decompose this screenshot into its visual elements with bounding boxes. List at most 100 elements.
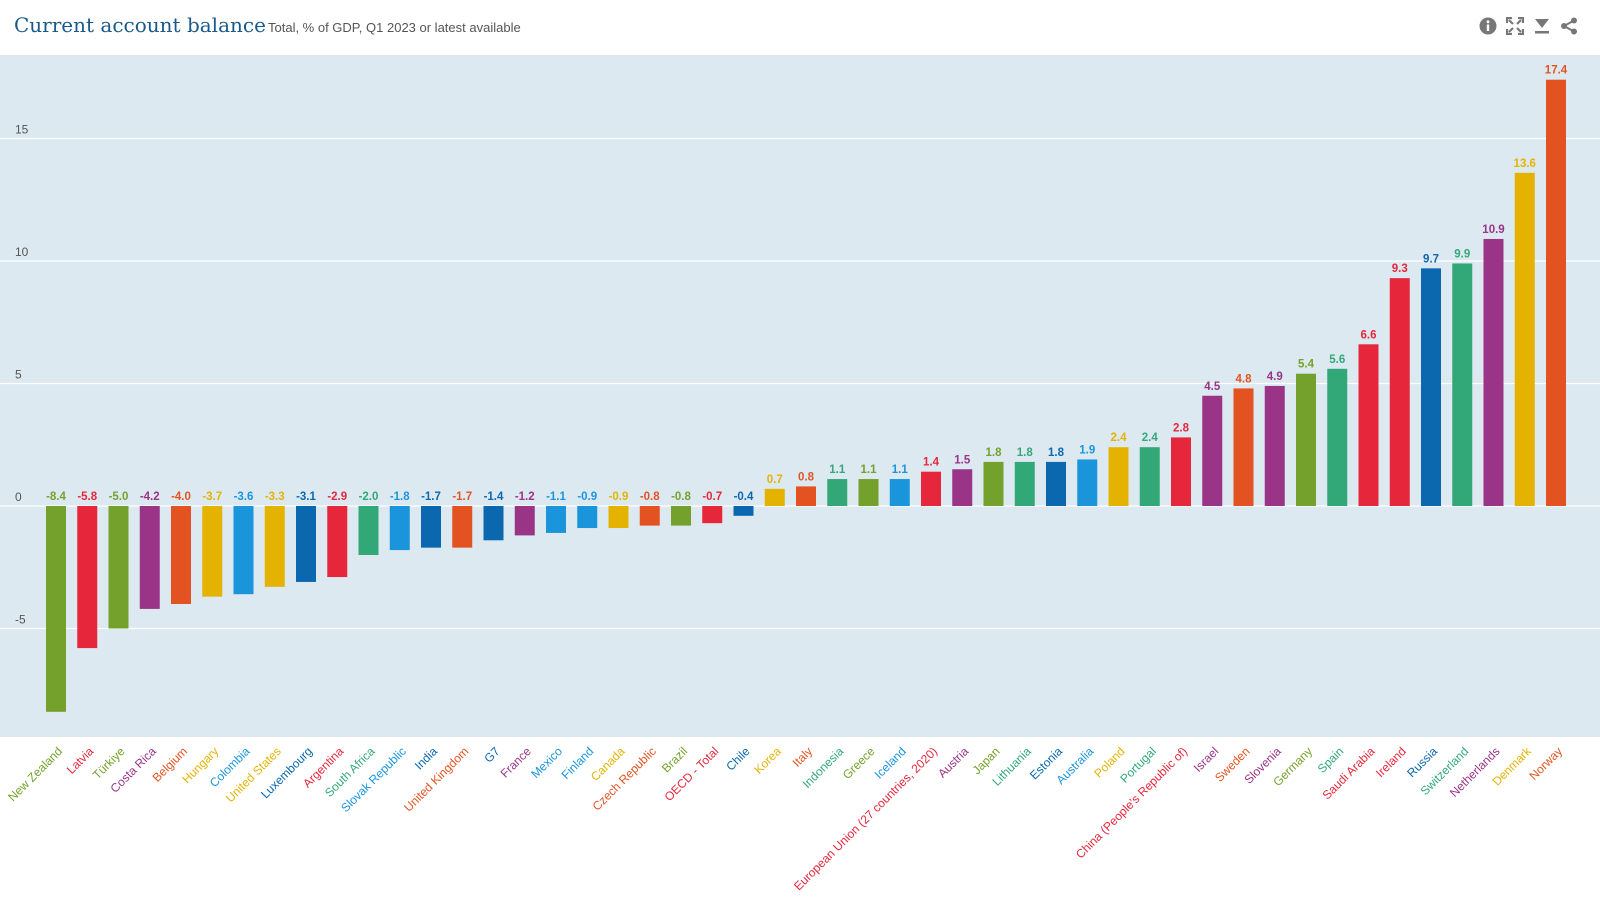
bar[interactable] [233,506,254,595]
bar[interactable] [421,506,441,548]
bar[interactable] [264,506,285,587]
bar[interactable] [764,488,785,506]
data-label: 4.5 [1204,381,1221,393]
bar[interactable] [139,506,160,609]
bar[interactable] [1452,263,1473,506]
data-label: 0.8 [798,471,815,483]
data-label: -1.7 [421,491,441,503]
data-label: -0.8 [640,491,660,503]
bar[interactable] [1171,437,1191,506]
data-label: 1.8 [1017,447,1034,459]
bar[interactable] [1139,447,1160,506]
bar[interactable] [1514,172,1535,507]
data-label: 9.7 [1423,253,1439,265]
bar[interactable] [1296,373,1316,506]
bar[interactable] [1202,395,1223,506]
data-label: 1.8 [986,447,1003,459]
x-tick-label: Greece [840,744,878,782]
data-label: 5.4 [1298,359,1315,371]
bar[interactable] [389,506,410,551]
bar[interactable] [671,506,691,526]
data-label: -0.9 [609,491,629,503]
x-tick-label: Korea [751,744,784,777]
chart-title: Current account balance [14,13,266,37]
bar[interactable] [921,471,941,506]
x-tick-label: Italy [790,744,815,769]
data-label: -0.4 [734,491,754,503]
data-label: 4.8 [1236,373,1253,385]
data-label: 2.4 [1111,432,1128,444]
bar[interactable] [77,506,98,649]
bar[interactable] [514,506,535,536]
bar[interactable] [1421,268,1441,506]
bar[interactable] [639,506,660,526]
bar[interactable] [1233,388,1254,506]
download-icon[interactable] [1532,16,1551,35]
bar[interactable] [452,506,473,548]
chart-toolbar [1478,16,1578,35]
bar[interactable] [889,479,910,506]
x-tick-label: Mexico [528,744,565,781]
bar[interactable] [952,469,973,506]
data-label: -4.2 [140,491,160,503]
fullscreen-icon[interactable] [1505,16,1524,35]
data-label: -1.1 [546,491,566,503]
bar[interactable] [108,506,129,629]
bar[interactable] [1546,79,1566,506]
data-label: 2.8 [1173,422,1190,434]
bar[interactable] [1358,344,1379,506]
bar[interactable] [1014,461,1035,506]
x-tick-label: New Zealand [5,744,65,804]
bars [46,79,1566,712]
data-label: -1.7 [452,491,472,503]
bar[interactable] [1327,368,1348,506]
bar[interactable] [1077,459,1098,506]
bar[interactable] [202,506,223,597]
bar[interactable] [608,506,629,529]
x-tick-label: Austria [935,744,972,781]
x-tick-label: Norway [1526,744,1565,783]
data-label: -8.4 [46,491,66,503]
bar[interactable] [1046,461,1066,506]
data-label: -3.1 [296,491,316,503]
data-label: 13.6 [1514,158,1536,170]
x-tick-label: G7 [481,744,502,765]
y-axis: -5 0 5 10 15 [15,123,29,627]
bar[interactable] [171,506,191,604]
data-label: -5.0 [109,491,129,503]
bar[interactable] [577,506,598,529]
bar[interactable] [358,506,379,555]
data-label: -0.7 [702,491,722,503]
data-label: 2.4 [1142,432,1159,444]
data-label: 6.6 [1361,329,1377,341]
chart-subtitle: Total, % of GDP, Q1 2023 or latest avail… [268,20,521,35]
bar[interactable] [1108,447,1129,506]
bar[interactable] [46,506,66,712]
bar[interactable] [546,506,566,533]
bar[interactable] [702,506,723,524]
bar[interactable] [858,479,879,506]
bar[interactable] [327,506,348,578]
info-icon[interactable] [1478,16,1497,35]
data-label: -1.2 [515,491,535,503]
data-label: 1.4 [923,457,940,469]
bar[interactable] [1389,278,1410,506]
share-icon[interactable] [1559,16,1578,35]
x-tick-label: Chile [723,744,752,773]
data-label: 1.5 [954,454,971,466]
bar[interactable] [827,479,848,506]
bar[interactable] [296,506,316,582]
y-tick-label: 5 [15,368,22,382]
bar[interactable] [983,461,1004,506]
data-label: -3.3 [265,491,285,503]
data-label: -0.8 [671,491,691,503]
data-label: -1.4 [484,491,504,503]
bar[interactable] [796,486,816,506]
data-label: -5.8 [77,491,97,503]
bar[interactable] [1264,385,1285,506]
bar[interactable] [733,506,754,516]
bar[interactable] [1483,238,1504,506]
bar[interactable] [483,506,504,541]
y-tick-label: -5 [15,613,26,627]
